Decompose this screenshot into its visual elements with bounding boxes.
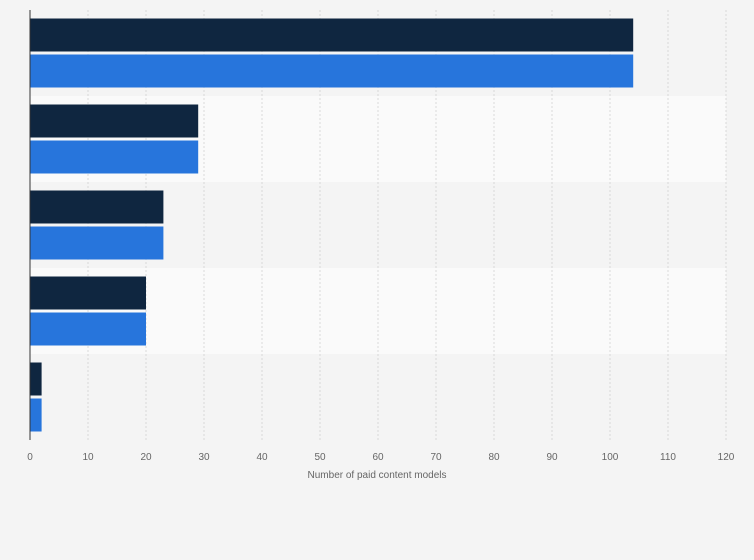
bar-series-2 (30, 226, 164, 260)
bar-series-2 (30, 312, 146, 346)
bar-series-1 (30, 276, 146, 310)
x-tick-label: 20 (140, 452, 152, 463)
x-axis-title: Number of paid content models (308, 470, 447, 481)
x-tick-label: 0 (27, 452, 33, 463)
x-tick-label: 100 (602, 452, 619, 463)
bar-series-1 (30, 104, 199, 138)
x-tick-labels: 0 10 20 30 40 50 60 70 80 90 100 110 120 (27, 452, 735, 463)
x-tick-label: 60 (372, 452, 384, 463)
bar-series-2 (30, 54, 634, 88)
x-tick-label: 70 (430, 452, 442, 463)
bar-series-1 (30, 190, 164, 224)
bar-series-1 (30, 18, 634, 52)
bars (30, 18, 634, 432)
x-tick-label: 50 (314, 452, 326, 463)
x-tick-label: 110 (660, 452, 676, 463)
bar-series-2 (30, 398, 42, 432)
x-tick-label: 80 (488, 452, 500, 463)
x-tick-label: 90 (546, 452, 558, 463)
category-band (30, 354, 726, 440)
bar-series-2 (30, 140, 199, 174)
x-tick-label: 30 (198, 452, 210, 463)
x-tick-label: 40 (256, 452, 268, 463)
x-tick-label: 120 (718, 452, 735, 463)
bar-series-1 (30, 362, 42, 396)
x-tick-label: 10 (82, 452, 94, 463)
